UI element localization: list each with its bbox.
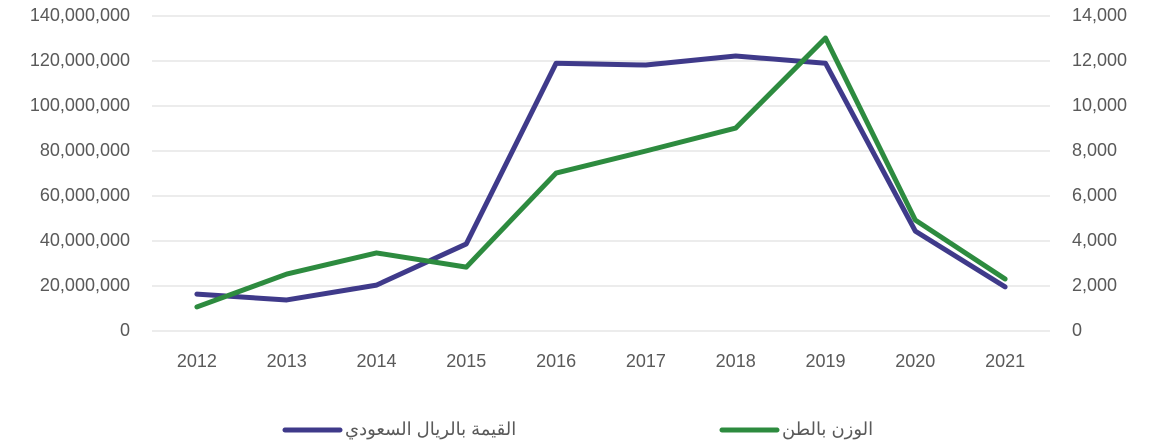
y-tick-label: 140,000,000: [30, 5, 130, 25]
y-tick-label: 80,000,000: [40, 140, 130, 160]
x-tick-label: 2020: [895, 351, 935, 371]
y2-tick-label: 12,000: [1072, 50, 1127, 70]
x-tick-label: 2016: [536, 351, 576, 371]
legend-label: القيمة بالريال السعودي: [345, 419, 516, 440]
x-tick-label: 2015: [446, 351, 486, 371]
y-tick-label: 100,000,000: [30, 95, 130, 115]
x-tick-label: 2021: [985, 351, 1025, 371]
y2-tick-label: 8,000: [1072, 140, 1117, 160]
series-line: [194, 35, 1008, 310]
x-tick-label: 2017: [626, 351, 666, 371]
y2-tick-label: 10,000: [1072, 95, 1127, 115]
y2-tick-label: 6,000: [1072, 185, 1117, 205]
y-tick-label: 0: [120, 320, 130, 340]
y-tick-label: 20,000,000: [40, 275, 130, 295]
y-tick-label: 60,000,000: [40, 185, 130, 205]
y2-tick-label: 4,000: [1072, 230, 1117, 250]
legend-label: الوزن بالطن: [782, 419, 873, 440]
x-tick-label: 2019: [805, 351, 845, 371]
y-tick-label: 120,000,000: [30, 50, 130, 70]
x-tick-label: 2018: [716, 351, 756, 371]
y2-tick-label: 0: [1072, 320, 1082, 340]
x-tick-label: 2014: [356, 351, 396, 371]
x-tick-label: 2012: [177, 351, 217, 371]
series-line: [194, 53, 1008, 303]
y-tick-label: 40,000,000: [40, 230, 130, 250]
y2-tick-label: 14,000: [1072, 5, 1127, 25]
x-tick-label: 2013: [267, 351, 307, 371]
y2-tick-label: 2,000: [1072, 275, 1117, 295]
